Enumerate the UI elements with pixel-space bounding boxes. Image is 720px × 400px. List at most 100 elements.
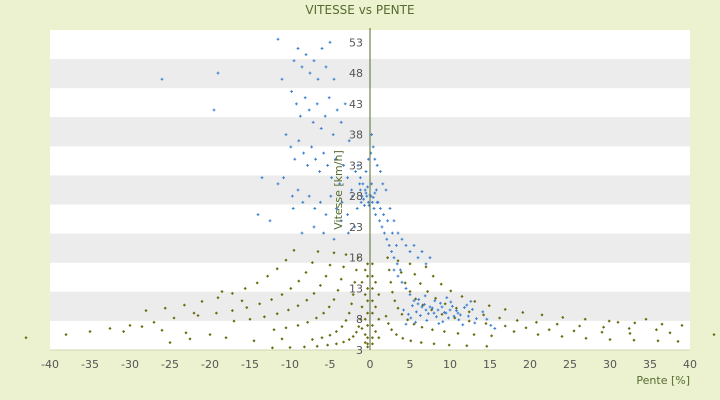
curve-point (324, 274, 328, 278)
curve-point (122, 329, 126, 334)
measured-point (346, 213, 349, 217)
measured-point (428, 305, 432, 309)
curve-point (434, 296, 438, 300)
curve-point (370, 323, 374, 327)
curve-point (370, 299, 374, 303)
measured-point (436, 308, 440, 312)
measured-point (463, 306, 466, 309)
curve-point (363, 341, 367, 345)
x-axis-label: Pente [%] (636, 374, 690, 387)
curve-point (419, 341, 423, 345)
measured-point (420, 305, 424, 309)
measured-point (379, 207, 382, 210)
measured-point (370, 133, 373, 137)
curve-point (503, 324, 507, 328)
measured-point (361, 182, 365, 186)
curve-point (536, 333, 540, 337)
measured-point (311, 120, 315, 124)
curve-point (366, 274, 370, 278)
curve-point (284, 326, 288, 330)
curve-point (320, 336, 324, 340)
curve-point (363, 333, 367, 337)
curve-point (399, 270, 403, 275)
curve-point (377, 317, 381, 321)
curve-point (266, 274, 270, 278)
measured-point (396, 274, 400, 278)
curve-point (384, 314, 388, 318)
measured-point (339, 219, 343, 223)
measured-point (307, 108, 311, 112)
measured-point (415, 310, 418, 314)
curve-point (24, 336, 28, 340)
curve-point (262, 315, 266, 319)
curve-point (366, 262, 370, 266)
curve-point (327, 305, 331, 309)
measured-point (356, 163, 360, 167)
curve-point (442, 329, 446, 334)
x-tick-label: -15 (241, 358, 259, 371)
curve-point (633, 321, 637, 325)
measured-point (465, 303, 469, 307)
curve-point (524, 326, 528, 330)
measured-point (312, 225, 316, 229)
curve-point (332, 297, 336, 302)
curve-point (366, 311, 370, 315)
measured-point (343, 102, 347, 106)
measured-point (439, 301, 442, 305)
measured-point (363, 203, 366, 207)
curve-point (377, 336, 381, 340)
measured-point (319, 200, 322, 204)
curve-point (248, 317, 252, 321)
curve-point (184, 331, 188, 335)
measured-point (471, 307, 474, 311)
measured-point (485, 317, 489, 321)
curve-point (540, 313, 544, 317)
measured-point (362, 197, 365, 201)
curve-point (275, 312, 279, 316)
curve-point (490, 334, 494, 338)
curve-point (289, 286, 293, 291)
curve-point (347, 311, 351, 315)
axes (50, 28, 690, 351)
measured-point (299, 114, 302, 118)
measured-point (402, 308, 405, 312)
x-tick-label: -20 (201, 358, 219, 371)
curve-point (366, 323, 370, 327)
curve-point (467, 319, 471, 323)
measured-point (391, 231, 394, 235)
curve-point (351, 334, 355, 339)
curve-point (561, 315, 565, 319)
curve-point (258, 302, 262, 306)
curve-point (357, 325, 361, 329)
curve-point (310, 337, 314, 342)
curve-point (354, 268, 358, 272)
curve-point (482, 313, 486, 317)
curve-point (393, 299, 397, 303)
curve-point (608, 337, 612, 342)
measured-point (387, 243, 391, 247)
curve-point (660, 322, 664, 326)
measured-point (268, 219, 272, 223)
measured-point (455, 309, 458, 313)
curve-point (534, 320, 538, 324)
measured-point (313, 207, 317, 210)
curve-point (600, 330, 604, 334)
curve-point (208, 333, 212, 337)
curve-point (270, 297, 274, 302)
measured-point (366, 185, 369, 189)
curve-point (270, 346, 274, 350)
measured-point (409, 316, 413, 320)
measured-point (424, 262, 428, 266)
measured-point (303, 96, 307, 100)
curve-point (366, 336, 370, 340)
curve-point (342, 265, 346, 269)
measured-point (364, 170, 368, 173)
curve-point (465, 344, 469, 348)
curve-point (363, 268, 367, 272)
curve-point (400, 312, 404, 316)
curve-point (370, 274, 374, 278)
curve-point (426, 289, 430, 294)
curve-point (252, 339, 256, 343)
measured-point (289, 145, 293, 149)
